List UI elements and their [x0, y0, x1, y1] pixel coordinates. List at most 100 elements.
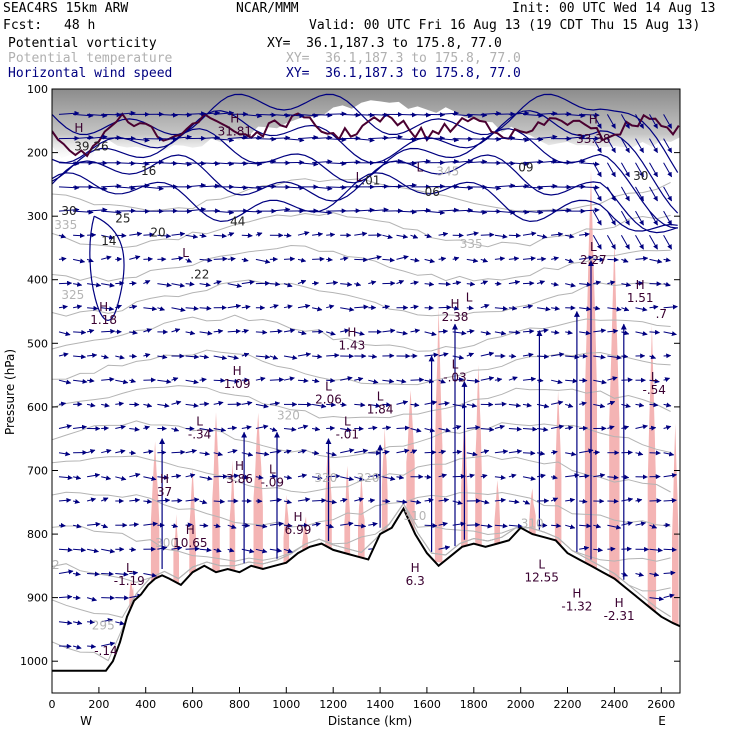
- wind-vector-202: [424, 210, 446, 216]
- extremum-value-30: -1.19: [114, 574, 145, 588]
- extremum-value-8: 1.51: [627, 291, 654, 305]
- wind-vector-668: [171, 473, 182, 479]
- wind-vector-684: [396, 474, 405, 480]
- wind-vector-115: [438, 159, 460, 165]
- wind-vector-45: [73, 135, 94, 141]
- wind-vector-585: [241, 425, 252, 430]
- wind-vector-151: [326, 184, 347, 190]
- vertical-motion-spike-15: [609, 238, 620, 583]
- pv-contour-label-9: 09: [518, 161, 533, 175]
- wind-vector-492: [171, 377, 179, 382]
- wind-vector-360: [171, 307, 186, 313]
- wind-vector-628: [227, 448, 238, 454]
- wind-vector-221: [73, 233, 85, 239]
- wind-vector-697: [579, 473, 590, 479]
- wind-vector-480: [621, 353, 629, 359]
- wind-vector-503: [326, 378, 336, 384]
- wind-vector-285: [354, 257, 369, 263]
- wind-vector-504: [340, 376, 353, 381]
- wind-vector-21: [354, 112, 375, 118]
- wind-vector-20: [340, 112, 361, 118]
- wind-vector-700: [621, 474, 630, 480]
- wind-vector-630: [255, 451, 270, 457]
- wind-vector-641: [410, 449, 418, 455]
- wind-vector-746: [649, 498, 662, 504]
- wind-vector-417: [354, 331, 365, 336]
- wind-vector-739: [550, 497, 559, 503]
- extremum-value-18: 1.84: [367, 402, 394, 416]
- wind-vector-99: [213, 161, 235, 167]
- wind-vector-55: [213, 137, 235, 143]
- wind-vector-783: [607, 524, 622, 530]
- wind-vector-554: [424, 400, 438, 406]
- extremum-marker-22: L: [269, 462, 276, 476]
- wind-vector-440: [58, 352, 69, 358]
- wind-vector-537: [185, 402, 199, 408]
- y-tick-label-6: 700: [27, 465, 48, 478]
- wind-vector-834: [72, 620, 83, 626]
- wind-vector-361: [185, 305, 199, 311]
- wind-vector-171: [606, 186, 616, 202]
- theta-contour-label-1: 325: [61, 288, 84, 302]
- wind-vector-225: [129, 231, 143, 237]
- wind-vector-819: [129, 570, 139, 576]
- wind-vector-614: [649, 425, 657, 431]
- wind-vector-694: [536, 473, 546, 479]
- wind-vector-704: [58, 497, 72, 503]
- wind-vector-427: [494, 330, 507, 336]
- wind-vector-816: [87, 571, 100, 577]
- wind-vector-187: [213, 209, 235, 215]
- wind-vector-609: [579, 425, 588, 431]
- wind-vector-774: [466, 522, 481, 528]
- wind-vector-435: [607, 328, 619, 334]
- extremum-marker-13: L: [466, 291, 473, 305]
- wind-vector-814: [58, 569, 74, 575]
- wind-vector-80: [565, 134, 586, 140]
- wind-vector-165: [522, 185, 544, 191]
- theta-contour-7: [52, 420, 671, 459]
- wind-vector-619: [101, 448, 112, 454]
- wind-vector-423: [438, 329, 449, 334]
- wind-vector-665: [129, 472, 141, 478]
- wind-vector-127: [606, 162, 616, 178]
- wind-vector-793: [129, 546, 137, 552]
- wind-vector-211: [551, 207, 572, 213]
- wind-vector-604: [508, 426, 522, 432]
- wind-vector-164: [508, 183, 530, 189]
- wind-vector-727: [382, 498, 391, 504]
- wind-vector-75: [494, 135, 516, 141]
- wind-vector-720: [283, 499, 292, 505]
- wind-vector-313: [129, 280, 137, 286]
- wind-vector-462: [368, 353, 378, 359]
- extremum-value-12: 2.38: [442, 310, 469, 324]
- wind-vector-410: [255, 329, 268, 335]
- wind-vector-768: [340, 521, 354, 527]
- wind-vector-380: [452, 305, 460, 311]
- wind-vector-298: [537, 256, 547, 262]
- wind-vector-514: [480, 376, 495, 381]
- wind-vector-555: [438, 401, 450, 407]
- wind-vector-344: [565, 282, 576, 288]
- wind-vector-590: [312, 426, 321, 432]
- wind-vector-615: [663, 425, 672, 431]
- x-tick-label-3: 600: [182, 698, 203, 711]
- y-tick-label-5: 600: [27, 401, 48, 414]
- wind-vector-592: [340, 427, 352, 433]
- wind-vector-587: [269, 427, 278, 432]
- wind-vector-744: [621, 497, 634, 503]
- wind-vector-438: [649, 329, 660, 335]
- wind-vector-557: [466, 402, 478, 408]
- wind-vector-257: [579, 231, 590, 237]
- wind-vector-36: [565, 113, 586, 119]
- wind-vector-809: [607, 546, 616, 552]
- wind-vector-483: [663, 353, 672, 359]
- wind-vector-518: [537, 377, 544, 383]
- extremum-marker-28: H: [572, 586, 581, 600]
- wind-vector-385: [522, 304, 534, 310]
- wind-vector-352: [58, 304, 68, 310]
- wind-vector-584: [227, 425, 238, 431]
- wind-vector-820: [143, 572, 157, 578]
- wind-vector-407: [213, 328, 224, 334]
- wind-contour-layer: [52, 93, 680, 321]
- wind-vector-63: [326, 137, 347, 143]
